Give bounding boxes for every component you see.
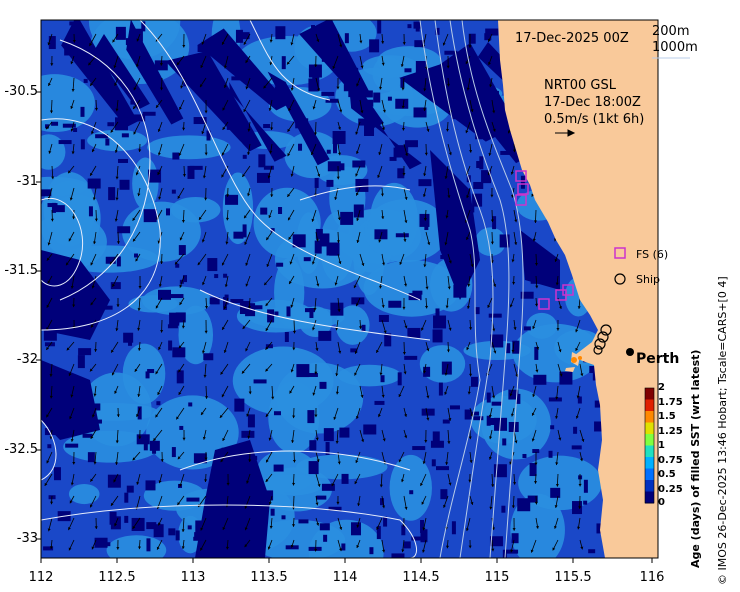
colorbar-tick: 0.75 [658,455,683,466]
lat-tick-label: -33 [16,531,38,546]
ship-legend-symbol [614,273,626,285]
plot-frame [40,19,659,559]
isobath-1000-label: 1000m [652,40,698,55]
isobath-200-label: 200m [652,24,690,39]
colorbar-tick: 0.25 [658,484,683,495]
colorbar-title: Age (days) of filled SST (wrt latest) [689,349,702,568]
sst-age-patches [41,20,611,558]
fs-markers [515,170,574,310]
lat-tick-label: -32.5 [4,442,38,457]
colorbar-tick: 1 [658,440,665,451]
colorbar-tick: 1.25 [658,426,683,437]
current-product-label: NRT00 GSL [544,78,616,93]
fs-legend-symbol [614,247,626,259]
lon-tick-label: 112 [28,570,54,585]
lon-tick-label: 113 [180,570,206,585]
map-date: 17-Dec-2025 00Z [515,31,629,46]
colorbar-tick: 1.75 [658,397,683,408]
ship-legend-label: Ship [636,273,660,286]
lon-tick-label: 112.5 [98,570,136,585]
axis-ticks [36,91,653,563]
lat-tick-label: -30.5 [4,84,38,99]
lat-tick-label: -31 [16,174,38,189]
lat-tick-label: -31.5 [4,263,38,278]
isobaths [419,20,524,558]
sea-level-contours [41,20,431,558]
lon-tick-label: 114 [332,570,358,585]
scale-arrow [555,129,576,137]
current-vectors [44,33,585,553]
current-scale-label: 0.5m/s (1kt 6h) [544,112,645,127]
lat-tick-label: -32 [16,352,38,367]
lon-tick-label: 114.5 [402,570,440,585]
colorbar-tick: 2 [658,382,665,393]
perth-marker [626,348,634,356]
credit-text: © IMOS 26-Dec-2025 13:46 Hobart; Tscale=… [716,276,729,585]
colorbar-tick: 0 [658,497,665,508]
lon-tick-label: 116 [639,570,665,585]
lon-tick-label: 113.5 [250,570,288,585]
lon-tick-label: 115.5 [554,570,592,585]
current-time-label: 17-Dec 18:00Z [544,95,641,110]
coast-features [571,356,582,363]
colorbar [644,387,655,504]
colorbar-tick: 0.5 [658,469,676,480]
fs-legend-label: FS (6) [636,248,669,261]
lon-tick-label: 115 [484,570,510,585]
city-label-perth: Perth [636,351,680,367]
ship-track [593,324,612,355]
land-mass [498,20,658,558]
rottnest-island [565,367,575,372]
colorbar-tick: 1.5 [658,411,676,422]
